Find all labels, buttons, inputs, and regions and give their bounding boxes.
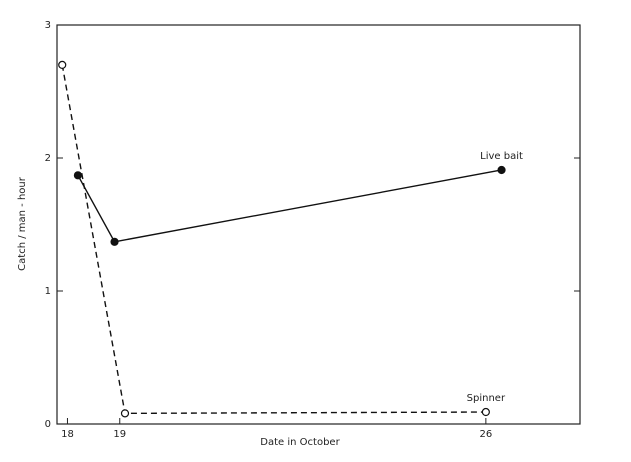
data-point [481,407,490,417]
data-point [120,409,130,418]
data-point [73,171,83,180]
x-tick-label: 19 [113,429,126,440]
x-axis-label: Date in October [260,437,340,448]
y-tick-label: 2 [45,153,51,164]
y-tick-label: 3 [45,20,51,31]
series-label: Spinner [467,393,506,404]
data-point [58,60,67,70]
series-line [77,169,502,243]
y-tick-label: 1 [45,286,51,297]
series-label: Live bait [480,151,523,162]
x-tick-label: 18 [61,429,74,440]
plot-frame [56,24,581,425]
y-axis-label: Catch / man - hour [17,176,28,271]
y-tick-label: 0 [45,419,51,430]
data-point [110,237,119,246]
data-point [497,165,506,175]
x-tick-label: 26 [479,429,492,440]
